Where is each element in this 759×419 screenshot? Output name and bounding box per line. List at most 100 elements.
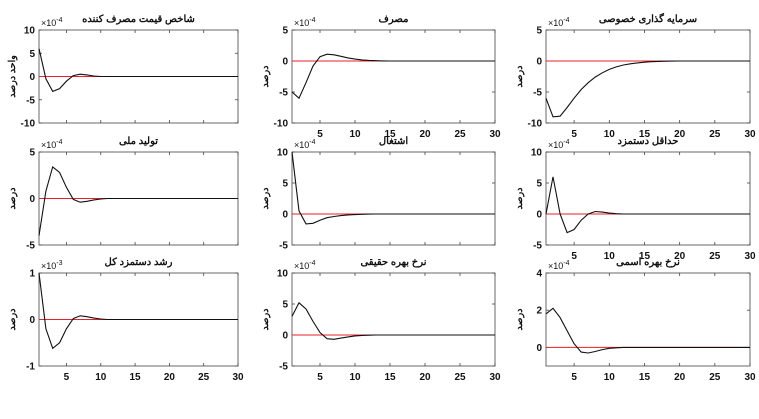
series-line [545, 307, 750, 354]
x-tick-label: 20 [419, 372, 431, 383]
y-tick-label: 2 [536, 306, 542, 317]
y-tick-label: 10 [24, 26, 36, 37]
exponent-label: ×10-4 [294, 260, 316, 271]
y-tick-label: -5 [26, 95, 35, 106]
y-tick-label: 5 [536, 179, 542, 190]
chart-panel-4: -5 0 5 تولید ملی ×10-4 درصد [7, 136, 239, 252]
series-line [291, 53, 495, 100]
series-line [291, 301, 495, 340]
exponent-power: -4 [56, 17, 62, 24]
exponent-base: ×10 [548, 261, 563, 271]
y-tick-label: -1 [26, 362, 35, 373]
series-line [545, 176, 750, 234]
x-tick-label: 10 [349, 129, 361, 140]
y-tick-label: 0 [282, 210, 288, 221]
exponent-power: -4 [56, 139, 62, 146]
chart-panel-2: -10 -5 0 5 5 10 15 20 25 30 مصرف ×10-4 درصد [260, 14, 501, 140]
exponent-power: -4 [309, 139, 315, 146]
y-axis-label: واحد درصد [7, 55, 18, 98]
x-tick-label: 5 [317, 372, 323, 383]
x-tick-label: 20 [674, 251, 686, 262]
y-tick-label: 0 [536, 210, 542, 221]
x-tick-label: 5 [64, 372, 70, 383]
y-tick-label: 1 [29, 269, 35, 280]
chart-panel-5: -5 0 5 10 اشتغال ×10-4 درصد [260, 136, 496, 252]
x-tick-label: 30 [744, 129, 756, 140]
series-line [38, 48, 238, 93]
y-axis-label: درصد [514, 65, 525, 88]
exponent-label: ×10-4 [548, 17, 570, 28]
y-tick-label: 0 [29, 72, 35, 83]
y-tick-label: -5 [279, 362, 288, 373]
series-line [291, 151, 495, 225]
exponent-power: -4 [309, 17, 315, 24]
y-tick-label: -10 [274, 119, 289, 130]
exponent-base: ×10 [548, 140, 563, 150]
y-tick-label: 0 [536, 57, 542, 68]
x-tick-label: 5 [317, 129, 323, 140]
y-tick-label: -5 [26, 241, 35, 252]
y-axis-label: درصد [260, 65, 271, 88]
x-tick-label: 10 [349, 372, 361, 383]
plot-area [291, 151, 496, 246]
chart-panel-1: -10 -5 0 5 10 شاخص قیمت مصرف کننده ×10-4 واحد د… [7, 14, 239, 130]
exponent-power: -4 [309, 260, 315, 267]
y-tick-label: 0 [536, 343, 542, 354]
exponent-label: ×10-4 [41, 139, 63, 150]
x-tick-label: 15 [130, 372, 142, 383]
y-tick-label: -10 [528, 119, 543, 130]
y-tick-label: 5 [282, 300, 288, 311]
exponent-label: ×10-3 [41, 260, 63, 271]
panel-title: سرمایه گذاری خصوصی [599, 12, 697, 25]
plot-area [291, 29, 496, 124]
chart-panel-6: -5 0 5 10 5 10 15 20 25 30 حداقل دستمزد ×10-4 درصد [514, 136, 756, 262]
x-tick-label: 30 [489, 372, 501, 383]
exponent-base: ×10 [548, 18, 563, 28]
series-line [545, 60, 750, 118]
x-tick-label: 10 [604, 129, 616, 140]
chart-panel-9: 0 2 4 5 10 15 20 25 30 نرخ بهره اسمی ×10-4 درصد [514, 257, 756, 383]
x-tick-label: 20 [164, 372, 176, 383]
exponent-power: -4 [563, 139, 569, 146]
exponent-label: ×10-4 [294, 17, 316, 28]
plot-area [545, 151, 751, 246]
x-tick-label: 30 [744, 251, 756, 262]
x-tick-label: 5 [571, 251, 577, 262]
y-axis-label: درصد [260, 187, 271, 210]
x-tick-label: 15 [384, 372, 396, 383]
panel-title: مصرف [379, 14, 409, 25]
exponent-base: ×10 [294, 140, 309, 150]
x-tick-label: 25 [454, 372, 466, 383]
y-tick-label: 5 [29, 49, 35, 60]
exponent-base: ×10 [41, 140, 56, 150]
x-tick-label: 10 [95, 372, 107, 383]
y-tick-label: 10 [531, 148, 543, 159]
y-tick-label: -5 [533, 241, 542, 252]
y-tick-label: 10 [277, 148, 289, 159]
y-axis-label: درصد [260, 308, 271, 331]
y-tick-label: -10 [21, 119, 36, 130]
plot-area [545, 29, 751, 124]
panel-title: نرخ بهره حقیقی [360, 257, 426, 268]
exponent-base: ×10 [41, 261, 56, 271]
x-tick-label: 20 [419, 129, 431, 140]
exponent-label: ×10-4 [548, 139, 570, 150]
y-axis-label: درصد [514, 308, 525, 331]
exponent-base: ×10 [41, 18, 56, 28]
y-tick-label: 0 [29, 315, 35, 326]
exponent-power: -3 [56, 260, 62, 267]
y-tick-label: 5 [29, 148, 35, 159]
x-tick-label: 20 [674, 372, 686, 383]
exponent-label: ×10-4 [294, 139, 316, 150]
y-tick-label: 10 [277, 269, 289, 280]
series-line [38, 272, 238, 350]
y-tick-label: -5 [279, 88, 288, 99]
x-tick-label: 10 [604, 251, 616, 262]
y-axis-label: درصد [7, 187, 18, 210]
y-tick-label: 5 [282, 26, 288, 37]
x-tick-label: 25 [198, 372, 210, 383]
x-tick-label: 25 [454, 129, 466, 140]
panel-title: حداقل دستمزد [618, 136, 679, 147]
